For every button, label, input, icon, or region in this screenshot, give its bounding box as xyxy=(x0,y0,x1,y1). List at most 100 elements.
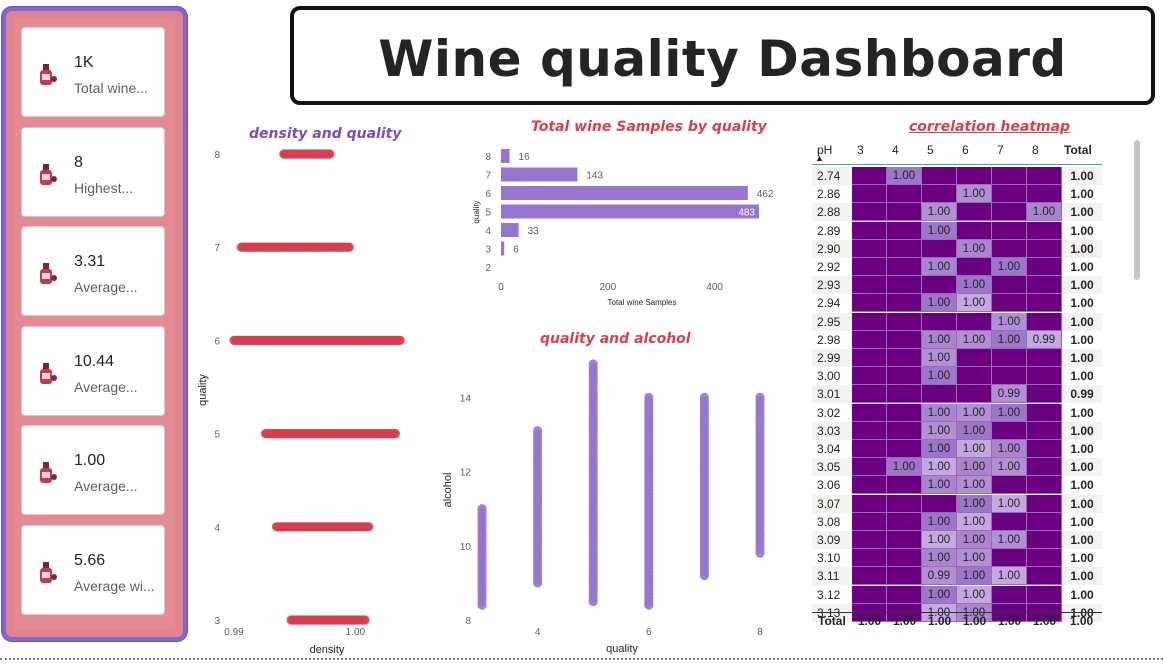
kpi-card[interactable]: 5.66 Average wi... xyxy=(21,524,165,615)
bar-quality-3[interactable] xyxy=(501,241,505,256)
heatmap-cell[interactable] xyxy=(887,294,922,313)
heatmap-cell[interactable] xyxy=(887,367,922,386)
heatmap-cell[interactable] xyxy=(852,567,887,586)
heatmap-cell[interactable]: 1.00 xyxy=(957,276,992,295)
heatmap-cell[interactable] xyxy=(852,312,887,331)
heatmap-row[interactable]: 3.06 1.00 1.00 1.00 xyxy=(812,476,1102,495)
heatmap-row[interactable]: 3.00 1.00 1.00 xyxy=(812,367,1102,386)
heatmap-cell[interactable]: 1.00 xyxy=(922,476,957,495)
heatmap-cell[interactable] xyxy=(1027,367,1062,386)
column-header-total[interactable]: Total xyxy=(1064,143,1092,157)
bar-quality-6[interactable] xyxy=(501,186,748,200)
heatmap-cell[interactable]: 1.00 xyxy=(992,567,1027,586)
heatmap-cell[interactable] xyxy=(852,494,887,513)
heatmap-cell[interactable]: 1.00 xyxy=(992,330,1027,349)
heatmap-cell[interactable] xyxy=(852,403,887,422)
heatmap-cell[interactable] xyxy=(887,385,922,404)
heatmap-cell[interactable] xyxy=(1027,403,1062,422)
heatmap-cell[interactable] xyxy=(887,531,922,549)
column-header-quality[interactable]: 6 xyxy=(962,143,969,157)
heatmap-cell[interactable] xyxy=(887,567,922,586)
heatmap-row[interactable]: 2.74 1.00 1.00 xyxy=(812,167,1102,185)
heatmap-cell[interactable] xyxy=(992,512,1027,531)
heatmap-cell[interactable]: 1.00 xyxy=(992,258,1027,276)
column-header-quality[interactable]: 5 xyxy=(927,143,934,157)
heatmap-cell[interactable] xyxy=(887,494,922,513)
heatmap-cell[interactable]: 1.00 xyxy=(957,531,992,549)
heatmap-cell[interactable]: 1.00 xyxy=(922,294,957,313)
heatmap-cell[interactable]: 1.00 xyxy=(957,440,992,458)
heatmap-row[interactable]: 3.05 1.00 1.00 1.00 1.00 1.00 xyxy=(812,458,1102,477)
heatmap-cell[interactable] xyxy=(922,312,957,331)
heatmap-cell[interactable]: 1.00 xyxy=(922,549,957,568)
density-quality-scatter[interactable]: 3 4 5 6 7 8 0.99 1.00 quality density xyxy=(190,140,420,660)
quality-alcohol-scatter[interactable]: 8 10 12 14 4 6 8 alcohol quality xyxy=(435,350,780,660)
heatmap-cell[interactable] xyxy=(887,185,922,204)
heatmap-cell[interactable] xyxy=(887,221,922,240)
heatmap-cell[interactable]: 1.00 xyxy=(922,421,957,440)
heatmap-cell[interactable] xyxy=(887,421,922,440)
heatmap-cell[interactable]: 1.00 xyxy=(957,585,992,604)
heatmap-cell[interactable] xyxy=(1027,312,1062,331)
heatmap-cell[interactable] xyxy=(852,276,887,295)
heatmap-cell[interactable]: 1.00 xyxy=(957,403,992,422)
heatmap-cell[interactable]: 1.00 xyxy=(922,531,957,549)
heatmap-cell[interactable] xyxy=(852,330,887,349)
heatmap-cell[interactable]: 1.00 xyxy=(922,258,957,276)
heatmap-cell[interactable] xyxy=(852,258,887,276)
heatmap-row[interactable]: 2.98 1.00 1.00 1.00 0.99 1.00 xyxy=(812,330,1102,349)
heatmap-cell[interactable] xyxy=(957,312,992,331)
heatmap-cell[interactable] xyxy=(887,258,922,276)
heatmap-cell[interactable]: 1.00 xyxy=(957,330,992,349)
heatmap-cell[interactable] xyxy=(887,440,922,458)
heatmap-cell[interactable] xyxy=(922,185,957,204)
heatmap-row[interactable]: 3.12 1.00 1.00 1.00 xyxy=(812,585,1102,604)
heatmap-cell[interactable] xyxy=(1027,458,1062,477)
heatmap-cell[interactable] xyxy=(922,494,957,513)
heatmap-cell[interactable] xyxy=(992,585,1027,604)
heatmap-row[interactable]: 3.11 0.99 1.00 1.00 1.00 xyxy=(812,567,1102,586)
heatmap-cell[interactable] xyxy=(1027,258,1062,276)
heatmap-cell[interactable]: 1.00 xyxy=(957,494,992,513)
heatmap-cell[interactable] xyxy=(887,239,922,258)
heatmap-cell[interactable]: 1.00 xyxy=(922,221,957,240)
heatmap-cell[interactable] xyxy=(1027,440,1062,458)
heatmap-row[interactable]: 2.93 1.00 1.00 xyxy=(812,276,1102,295)
column-header-quality[interactable]: 8 xyxy=(1032,143,1039,157)
heatmap-cell[interactable] xyxy=(1027,549,1062,568)
heatmap-cell[interactable]: 1.00 xyxy=(957,476,992,495)
heatmap-cell[interactable] xyxy=(852,476,887,495)
heatmap-cell[interactable]: 1.00 xyxy=(957,239,992,258)
column-header-quality[interactable]: 7 xyxy=(997,143,1004,157)
heatmap-row[interactable]: 3.01 0.99 0.99 xyxy=(812,385,1102,404)
heatmap-cell[interactable]: 1.00 xyxy=(922,330,957,349)
heatmap-row[interactable]: 2.94 1.00 1.00 1.00 xyxy=(812,294,1102,313)
heatmap-cell[interactable] xyxy=(1027,494,1062,513)
kpi-card[interactable]: 3.31 Average... xyxy=(21,226,165,316)
heatmap-cell[interactable] xyxy=(957,203,992,222)
heatmap-cell[interactable]: 1.00 xyxy=(922,458,957,477)
heatmap-row[interactable]: 2.99 1.00 1.00 xyxy=(812,349,1102,367)
heatmap-cell[interactable] xyxy=(957,367,992,386)
heatmap-cell[interactable] xyxy=(1027,567,1062,586)
heatmap-cell[interactable] xyxy=(1027,167,1062,185)
heatmap-cell[interactable] xyxy=(1027,421,1062,440)
heatmap-cell[interactable]: 1.00 xyxy=(957,549,992,568)
heatmap-cell[interactable] xyxy=(922,167,957,185)
heatmap-cell[interactable]: 1.00 xyxy=(957,512,992,531)
heatmap-cell[interactable]: 0.99 xyxy=(922,567,957,586)
heatmap-cell[interactable]: 1.00 xyxy=(922,512,957,531)
bar-quality-5[interactable] xyxy=(501,204,759,219)
heatmap-cell[interactable]: 1.00 xyxy=(922,440,957,458)
heatmap-cell[interactable] xyxy=(852,531,887,549)
heatmap-scrollbar[interactable] xyxy=(1134,140,1140,280)
bar-quality-8[interactable] xyxy=(501,149,510,163)
heatmap-cell[interactable] xyxy=(852,239,887,258)
heatmap-row[interactable]: 3.04 1.00 1.00 1.00 1.00 xyxy=(812,440,1102,458)
heatmap-cell[interactable]: 1.00 xyxy=(922,349,957,367)
heatmap-cell[interactable] xyxy=(992,549,1027,568)
heatmap-cell[interactable]: 1.00 xyxy=(922,367,957,386)
heatmap-cell[interactable] xyxy=(852,585,887,604)
heatmap-cell[interactable] xyxy=(922,239,957,258)
